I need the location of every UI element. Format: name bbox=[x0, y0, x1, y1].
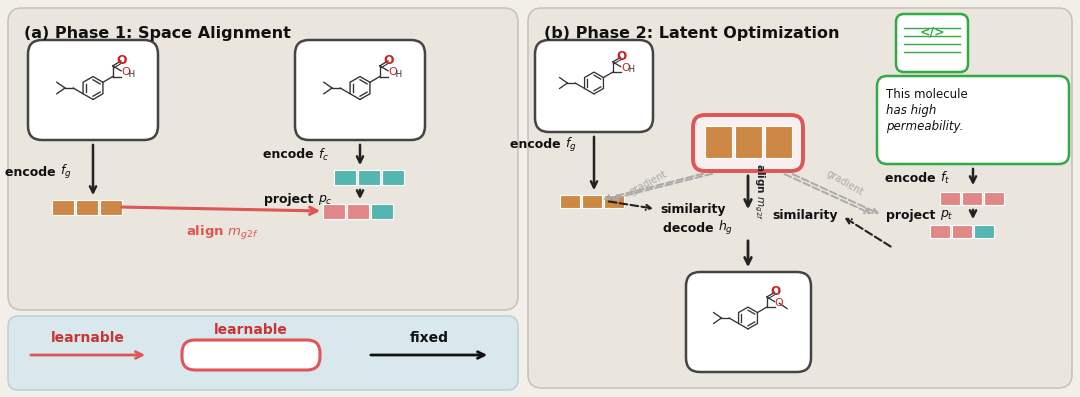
Text: similarity: similarity bbox=[772, 210, 838, 222]
Text: (b) Phase 2: Latent Optimization: (b) Phase 2: Latent Optimization bbox=[544, 26, 839, 41]
Text: ·H: ·H bbox=[625, 65, 635, 74]
Bar bbox=[100, 200, 122, 215]
FancyBboxPatch shape bbox=[877, 76, 1069, 164]
FancyBboxPatch shape bbox=[8, 8, 518, 310]
Bar bbox=[962, 192, 982, 205]
Bar bbox=[347, 204, 369, 219]
Bar bbox=[735, 126, 762, 158]
Text: ·H: ·H bbox=[393, 69, 403, 79]
Text: O: O bbox=[383, 54, 394, 67]
Text: ·H: ·H bbox=[126, 69, 135, 79]
Text: learnable: learnable bbox=[214, 323, 288, 337]
Bar bbox=[76, 200, 98, 215]
FancyBboxPatch shape bbox=[535, 40, 653, 132]
Text: learnable: learnable bbox=[51, 331, 125, 345]
Text: gradient: gradient bbox=[627, 169, 669, 197]
Text: O: O bbox=[122, 67, 131, 77]
Bar bbox=[582, 195, 602, 208]
Bar bbox=[52, 200, 75, 215]
Text: has high: has high bbox=[886, 104, 936, 117]
FancyBboxPatch shape bbox=[8, 316, 518, 390]
Text: $h_g$: $h_g$ bbox=[718, 219, 733, 237]
Bar bbox=[974, 225, 994, 238]
Bar bbox=[951, 225, 972, 238]
Text: O: O bbox=[774, 298, 783, 308]
FancyBboxPatch shape bbox=[295, 40, 426, 140]
Bar bbox=[604, 195, 624, 208]
Text: encode: encode bbox=[5, 166, 60, 179]
Text: $f_g$: $f_g$ bbox=[565, 136, 577, 154]
FancyBboxPatch shape bbox=[183, 340, 320, 370]
Text: gradient: gradient bbox=[825, 168, 865, 198]
Text: encode: encode bbox=[885, 172, 940, 185]
Text: project: project bbox=[887, 208, 940, 222]
FancyBboxPatch shape bbox=[896, 14, 968, 72]
Text: project: project bbox=[265, 193, 318, 206]
Bar bbox=[334, 170, 356, 185]
Bar bbox=[561, 195, 580, 208]
Text: encode: encode bbox=[264, 148, 318, 162]
Text: O: O bbox=[117, 54, 127, 67]
Bar bbox=[357, 170, 380, 185]
Text: This molecule: This molecule bbox=[886, 88, 968, 101]
Bar bbox=[705, 126, 732, 158]
FancyBboxPatch shape bbox=[28, 40, 158, 140]
Text: O: O bbox=[389, 67, 397, 77]
FancyBboxPatch shape bbox=[693, 115, 804, 171]
Bar bbox=[984, 192, 1004, 205]
Text: permeability.: permeability. bbox=[886, 120, 963, 133]
Text: align $m_{g2f}$: align $m_{g2f}$ bbox=[752, 163, 767, 221]
Text: $f_g$: $f_g$ bbox=[60, 163, 71, 181]
Text: encode: encode bbox=[510, 139, 565, 152]
Text: $f_t$: $f_t$ bbox=[940, 170, 950, 186]
Text: O: O bbox=[621, 63, 630, 73]
FancyBboxPatch shape bbox=[528, 8, 1072, 388]
Bar bbox=[323, 204, 345, 219]
Text: </>: </> bbox=[919, 25, 945, 39]
Text: similarity: similarity bbox=[660, 202, 726, 216]
Text: align $m_{g2f}$: align $m_{g2f}$ bbox=[186, 224, 258, 242]
FancyBboxPatch shape bbox=[686, 272, 811, 372]
Bar bbox=[382, 170, 404, 185]
Text: (a) Phase 1: Space Alignment: (a) Phase 1: Space Alignment bbox=[24, 26, 291, 41]
Text: $f_c$: $f_c$ bbox=[318, 147, 329, 163]
Text: $p_t$: $p_t$ bbox=[940, 208, 954, 222]
Bar bbox=[930, 225, 950, 238]
Bar bbox=[372, 204, 393, 219]
Text: fixed: fixed bbox=[409, 331, 448, 345]
Bar bbox=[940, 192, 960, 205]
Text: O: O bbox=[617, 50, 626, 63]
Text: $p_c$: $p_c$ bbox=[318, 193, 333, 207]
Bar bbox=[765, 126, 792, 158]
Text: decode: decode bbox=[663, 222, 718, 235]
Text: O: O bbox=[770, 285, 781, 298]
